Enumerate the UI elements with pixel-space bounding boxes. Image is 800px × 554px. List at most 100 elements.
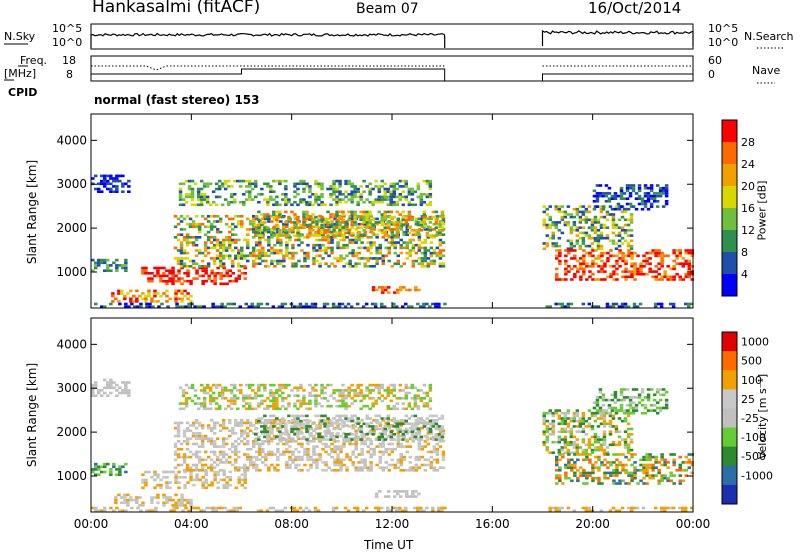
echo-cell [618, 471, 622, 475]
echo-cell [414, 490, 418, 493]
echo-cell [212, 236, 217, 239]
echo-cell [282, 254, 286, 258]
echo-cell [200, 222, 205, 226]
echo-cell [257, 402, 261, 405]
echo-cell [419, 223, 424, 227]
echo-cell [299, 182, 303, 186]
echo-cell [687, 249, 691, 252]
echo-cell [637, 393, 642, 397]
echo-cell [678, 466, 682, 469]
echo-cell [175, 302, 179, 306]
echo-cell [270, 432, 274, 435]
echo-cell [374, 386, 378, 390]
echo-cell [407, 218, 412, 222]
echo-cell [106, 381, 110, 384]
echo-cell [248, 198, 252, 201]
echo-cell [417, 257, 422, 260]
echo-cell [357, 236, 361, 239]
echo-cell [610, 207, 615, 211]
echo-cell [582, 272, 586, 276]
echo-cell [441, 440, 446, 443]
echo-cell [411, 246, 416, 250]
echo-cell [293, 200, 297, 204]
echo-cell [178, 386, 183, 390]
echo-cell [174, 504, 178, 507]
echo-cell [290, 430, 294, 433]
echo-cell [428, 234, 433, 237]
echo-cell [652, 409, 657, 412]
echo-cell [333, 469, 337, 472]
echo-cell [216, 470, 220, 474]
velocity-panel-echo-region [91, 462, 128, 476]
echo-cell [210, 481, 214, 484]
echo-cell [260, 399, 264, 403]
echo-cell [185, 215, 190, 218]
echo-cell [305, 185, 309, 188]
echo-cell [380, 221, 384, 224]
echo-cell [401, 397, 405, 400]
echo-cell [597, 469, 601, 472]
echo-cell [294, 440, 298, 443]
echo-cell [191, 262, 196, 265]
echo-cell [196, 198, 201, 201]
echo-cell [285, 463, 289, 467]
echo-cell [227, 389, 231, 392]
echo-cell [209, 442, 214, 446]
echo-cell [368, 438, 372, 441]
echo-cell [431, 302, 435, 306]
echo-cell [336, 455, 340, 459]
echo-cell [591, 254, 595, 258]
echo-cell [619, 197, 624, 200]
echo-cell [368, 226, 372, 229]
echo-cell [165, 496, 169, 499]
echo-cell [425, 402, 430, 405]
echo-cell [410, 386, 415, 390]
echo-cell [570, 267, 574, 271]
echo-cell [386, 210, 390, 214]
echo-cell [604, 184, 609, 187]
echo-cell [258, 453, 262, 456]
echo-cell [428, 407, 433, 411]
echo-cell [228, 269, 232, 272]
echo-cell [318, 243, 322, 247]
echo-cell [206, 265, 211, 268]
echo-cell [548, 236, 552, 240]
echo-cell [584, 244, 589, 248]
echo-cell [261, 254, 265, 258]
echo-cell [417, 217, 422, 221]
echo-cell [558, 479, 562, 483]
echo-cell [637, 184, 642, 187]
echo-cell [620, 302, 625, 306]
echo-cell [129, 300, 133, 303]
power-panel-echo-region [254, 210, 445, 237]
echo-cell [345, 419, 349, 422]
echo-cell [338, 185, 342, 188]
echo-cell [360, 257, 364, 260]
echo-cell [270, 251, 274, 255]
echo-cell [243, 442, 247, 446]
echo-cell [346, 302, 351, 306]
echo-cell [389, 221, 393, 224]
echo-cell [390, 243, 394, 247]
echo-cell [285, 466, 289, 469]
echo-cell [338, 229, 342, 232]
echo-cell [372, 265, 376, 268]
echo-cell [212, 421, 217, 425]
echo-cell [366, 236, 370, 239]
echo-cell [438, 238, 443, 242]
echo-cell [177, 272, 181, 275]
echo-cell [623, 239, 628, 243]
echo-cell [372, 447, 376, 451]
echo-cell [278, 383, 282, 387]
echo-cell [584, 210, 589, 214]
echo-cell [350, 433, 354, 436]
echo-cell [97, 182, 101, 186]
echo-cell [176, 463, 181, 467]
echo-cell [652, 192, 657, 195]
echo-cell [112, 386, 116, 390]
echo-cell [399, 442, 403, 446]
echo-cell [435, 447, 440, 451]
echo-cell [228, 236, 232, 239]
echo-cell [386, 391, 390, 395]
echo-cell [341, 221, 345, 224]
